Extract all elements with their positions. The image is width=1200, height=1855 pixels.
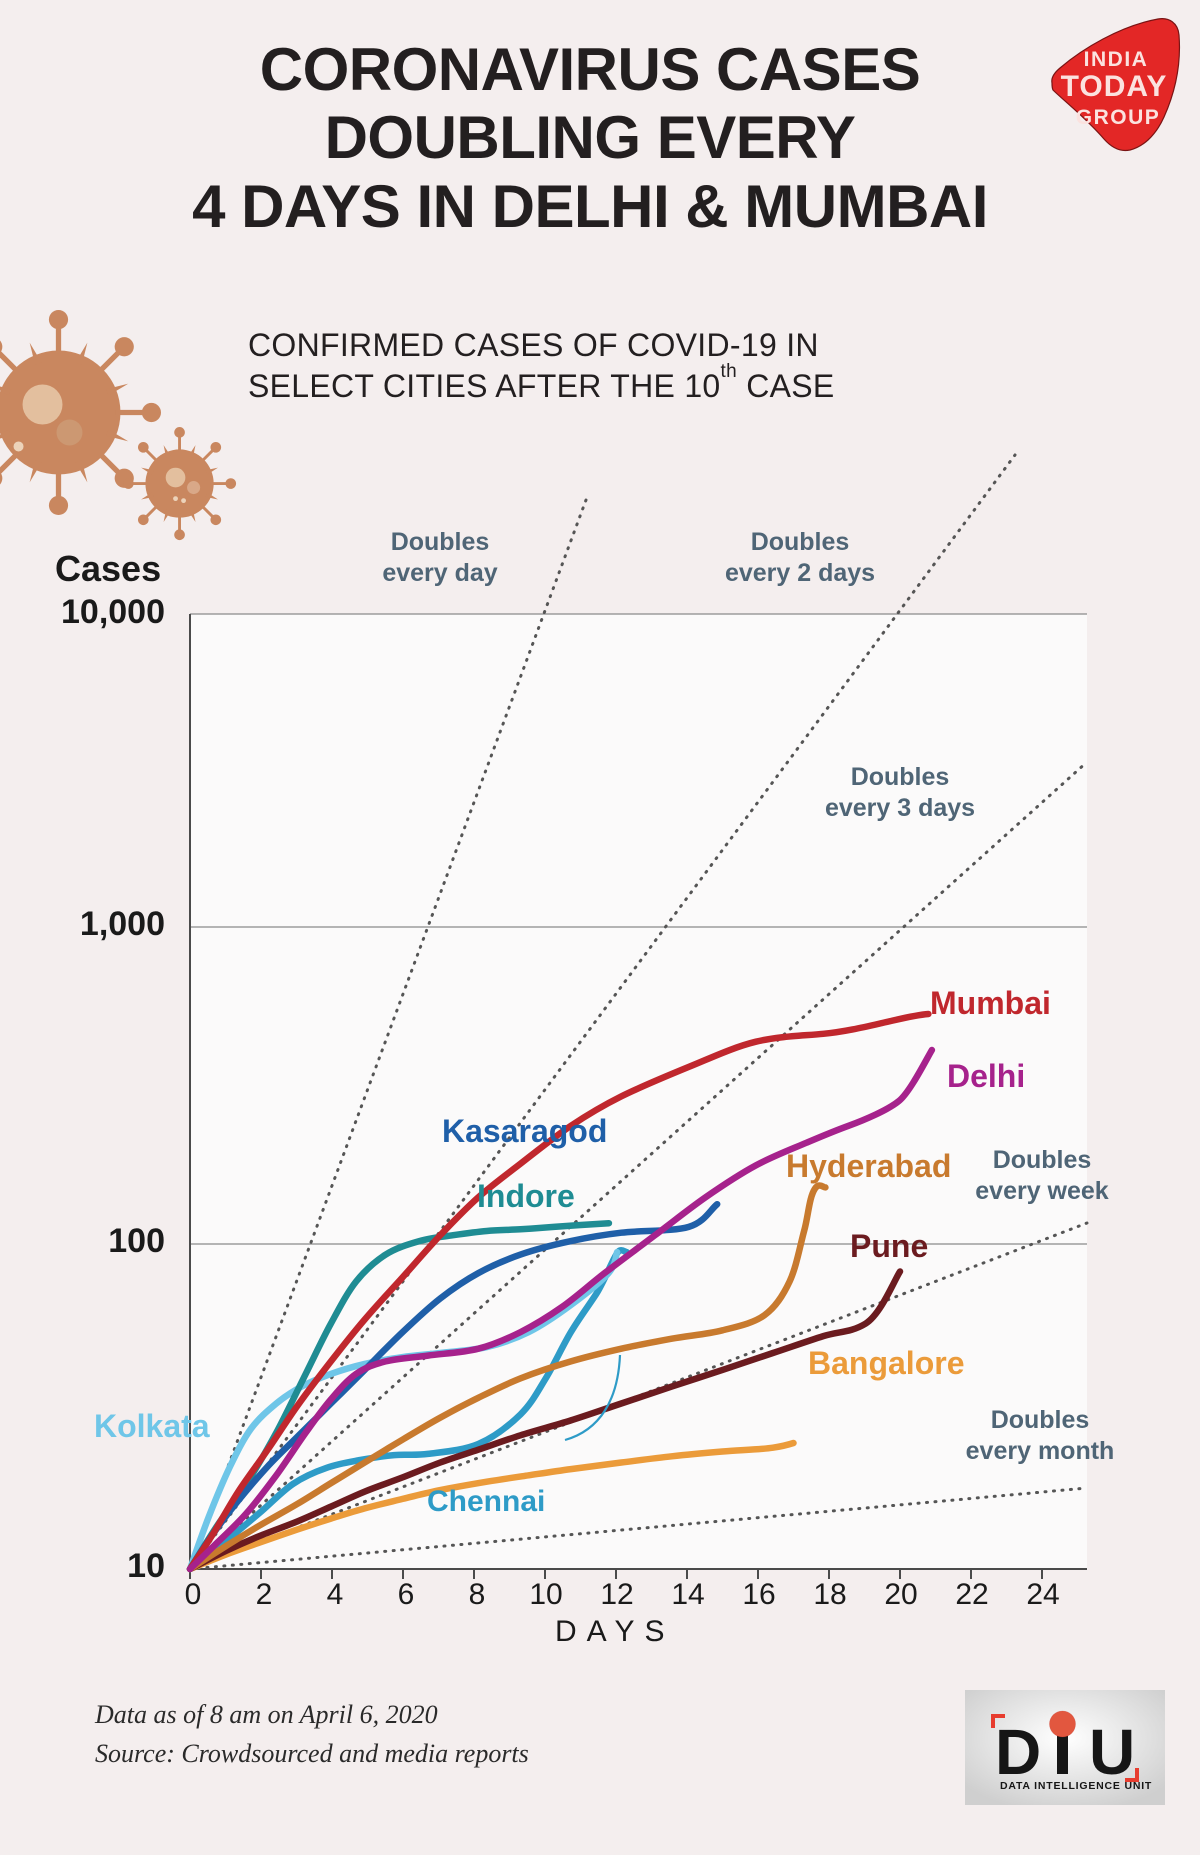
svg-text:DATA INTELLIGENCE UNIT: DATA INTELLIGENCE UNIT [1000,1780,1152,1792]
svg-text:D: D [995,1716,1041,1788]
svg-text:U: U [1089,1716,1135,1788]
